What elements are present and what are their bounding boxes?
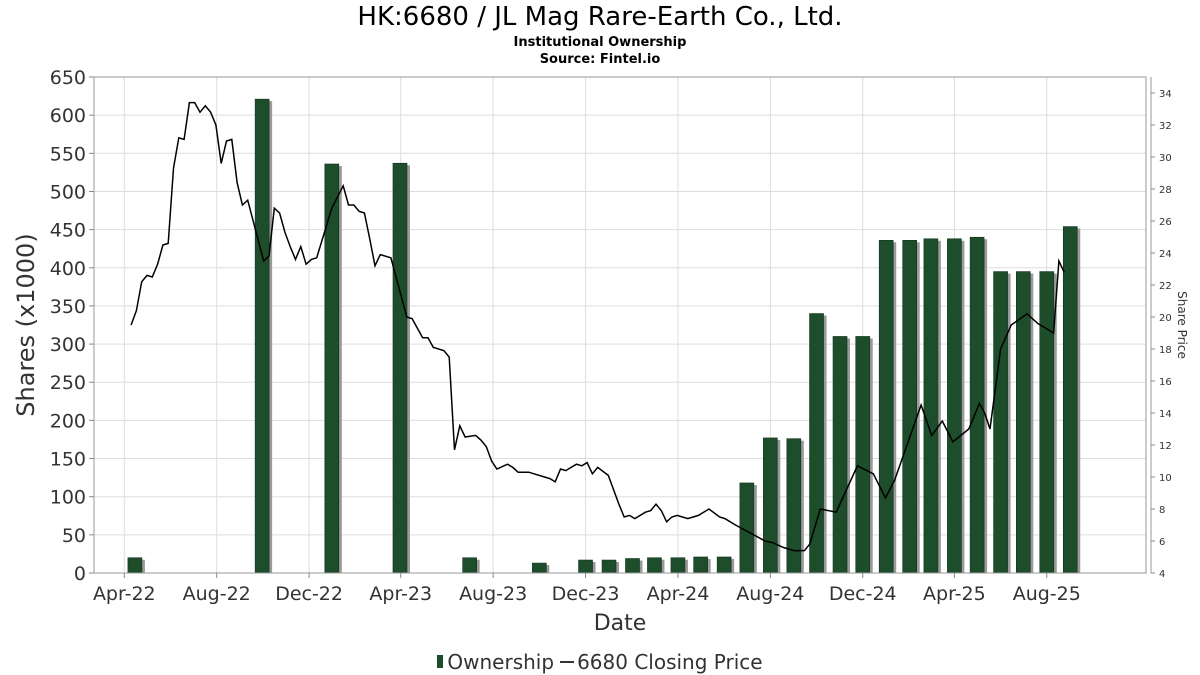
y-right-tick-label: 12 — [1159, 441, 1172, 452]
chart-subtitle: Institutional Ownership — [513, 35, 687, 50]
ownership-bar — [578, 559, 593, 574]
y-tick-label: 600 — [50, 105, 86, 127]
ownership-bar — [902, 239, 917, 574]
y-axis-right: 4 6 8 10 12 14 16 18 20 22 24 26 28 30 32 34 — [1150, 77, 1172, 580]
y-tick-label: 0 — [74, 563, 86, 585]
y-right-tick-label: 20 — [1159, 313, 1172, 324]
x-axis: Apr-22 Aug-22 Dec-22 Apr-23 Aug-23 Dec-23 Apr-… — [93, 573, 1081, 605]
ownership-bars — [127, 98, 1081, 574]
ownership-bar — [1062, 226, 1078, 574]
ownership-bar — [670, 557, 686, 574]
y-right-tick-label: 28 — [1159, 185, 1172, 196]
ownership-bar — [647, 557, 662, 574]
y-tick-label: 400 — [50, 258, 86, 280]
y-tick-label: 350 — [50, 296, 86, 318]
ownership-bar — [254, 98, 270, 574]
ownership-bar — [127, 557, 143, 574]
chart-source: Source: Fintel.io — [539, 52, 661, 67]
y-tick-label: 300 — [50, 334, 86, 356]
y-right-tick-label: 16 — [1159, 377, 1172, 388]
ownership-bar — [601, 559, 617, 574]
y-tick-label: 200 — [50, 410, 86, 432]
y-right-tick-label: 6 — [1159, 537, 1165, 548]
price-line-path — [130, 101, 1065, 552]
ownership-bar — [392, 162, 408, 574]
legend-price-label: 6680 Closing Price — [577, 649, 763, 674]
x-tick-label: Dec-22 — [275, 583, 343, 605]
y-axis-label: Shares (x1000) — [12, 233, 40, 416]
plot-frame — [93, 76, 1147, 574]
grid-lines — [94, 76, 1146, 574]
legend: Ownership 6680 Closing Price — [0, 648, 1200, 674]
y-right-tick-label: 34 — [1159, 89, 1172, 100]
x-tick-label: Dec-24 — [829, 583, 897, 605]
ownership-bar — [969, 236, 985, 574]
ownership-bar — [532, 562, 547, 574]
y-right-tick-label: 4 — [1159, 569, 1165, 580]
y-axis-left: 0 50 100 150 200 250 300 350 400 450 500 550 600 650 — [50, 67, 94, 585]
y-tick-label: 50 — [62, 525, 86, 547]
x-tick-label: Aug-23 — [459, 583, 527, 605]
ownership-bar — [878, 239, 894, 574]
ownership-bar — [855, 336, 871, 574]
y-tick-label: 450 — [50, 220, 86, 242]
y-right-tick-label: 24 — [1159, 249, 1172, 260]
ownership-bar — [786, 438, 802, 574]
y-tick-label: 550 — [50, 143, 86, 165]
x-tick-label: Apr-22 — [93, 583, 156, 605]
y-right-tick-label: 8 — [1159, 505, 1165, 516]
ownership-bar — [1039, 271, 1055, 574]
ownership-bar — [763, 437, 778, 574]
legend-ownership-label: Ownership — [447, 649, 555, 674]
y-tick-label: 250 — [50, 372, 86, 394]
legend-ownership-swatch — [437, 655, 444, 668]
chart-title: HK:6680 / JL Mag Rare-Earth Co., Ltd. — [357, 2, 843, 32]
y-right-tick-label: 18 — [1159, 345, 1172, 356]
y-tick-label: 100 — [50, 487, 86, 509]
ownership-bar — [462, 557, 477, 574]
y-right-tick-label: 10 — [1159, 473, 1172, 484]
y-right-tick-label: 22 — [1159, 281, 1172, 292]
y-axis-right-label: Share Price — [1175, 291, 1189, 359]
x-tick-label: Apr-25 — [923, 583, 986, 605]
ownership-bar — [625, 558, 640, 574]
y-tick-label: 650 — [50, 67, 86, 89]
ownership-bar — [832, 336, 848, 574]
y-tick-label: 150 — [50, 449, 86, 471]
x-tick-label: Apr-24 — [647, 583, 710, 605]
ownership-bar — [923, 238, 939, 574]
ownership-bar — [716, 556, 732, 574]
y-right-tick-label: 14 — [1159, 409, 1172, 420]
ownership-bar — [947, 238, 962, 574]
price-line — [130, 101, 1065, 552]
x-tick-label: Aug-24 — [736, 583, 804, 605]
y-right-tick-label: 26 — [1159, 217, 1172, 228]
y-tick-label: 500 — [50, 181, 86, 203]
x-tick-label: Aug-22 — [183, 583, 251, 605]
ownership-bar — [693, 556, 708, 574]
y-right-tick-label: 32 — [1159, 121, 1172, 132]
ownership-bar — [809, 313, 824, 574]
ownership-bar — [993, 271, 1008, 574]
x-tick-label: Aug-25 — [1013, 583, 1081, 605]
x-tick-label: Apr-23 — [369, 583, 432, 605]
x-tick-label: Dec-23 — [552, 583, 620, 605]
y-right-tick-label: 30 — [1159, 153, 1172, 164]
x-axis-label: Date — [594, 611, 647, 636]
legend-price-swatch — [560, 660, 575, 663]
